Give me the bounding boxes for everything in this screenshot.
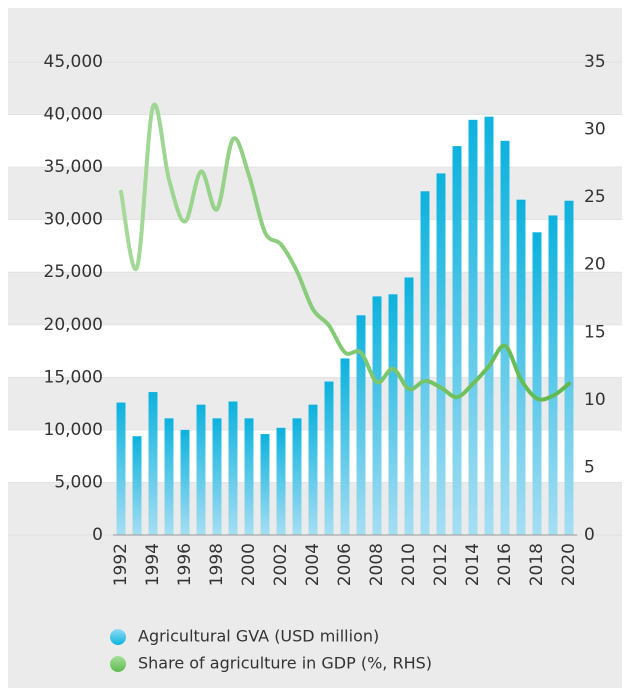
bar [484,116,494,535]
bar [388,294,398,535]
x-tick-label: 2004 [303,543,323,586]
y-tick-label: 25,000 [44,262,103,282]
y-tick-label: 15,000 [44,367,103,387]
bar [244,418,254,535]
x-tick-label: 2020 [559,543,579,586]
y-tick-label: 30,000 [44,210,103,230]
y2-tick-label: 30 [584,120,606,140]
y2-tick-label: 35 [584,52,606,72]
x-tick-label: 2016 [495,543,515,586]
x-tick-label: 1996 [175,543,195,586]
x-tick-label: 2008 [367,543,387,586]
y2-tick-label: 25 [584,187,606,207]
y2-tick-label: 15 [584,322,606,342]
bar [164,418,174,535]
y-tick-label: 35,000 [44,157,103,177]
bar [276,427,286,535]
x-tick-label: 1998 [207,543,227,586]
legend-marker [110,629,126,645]
bar [500,140,510,536]
y2-tick-label: 10 [584,390,606,410]
x-tick-label: 2012 [431,543,451,586]
y-tick-label: 20,000 [44,315,103,335]
bar [148,392,158,535]
bar [372,296,382,535]
legend-text: Agricultural GVA (USD million) [138,627,379,646]
bar [324,381,334,535]
y2-tick-label: 5 [584,457,595,477]
y-tick-label: 40,000 [44,105,103,125]
x-tick-label: 1992 [111,543,131,586]
line [119,102,571,402]
bar [564,200,574,535]
bar [548,215,558,535]
bar [468,119,478,536]
x-tick-label: 1994 [143,543,163,586]
legend-marker [110,656,126,672]
bar [404,277,414,535]
bar [212,418,222,535]
x-tick-label: 2002 [271,543,291,586]
bar [308,404,318,535]
y2-tick-label: 20 [584,255,606,275]
x-tick-label: 2014 [463,543,483,586]
bar [356,315,366,535]
bar [420,191,430,535]
bar [516,199,526,535]
bar [436,173,446,535]
y2-tick-label: 0 [584,525,595,545]
bar [196,404,206,535]
grid-band [8,114,622,168]
bar [228,401,238,535]
x-tick-label: 2010 [399,543,419,586]
bar [132,436,142,535]
y-tick-label: 45,000 [44,52,103,72]
y-tick-label: 0 [92,525,103,545]
x-tick-label: 2018 [527,543,547,586]
bar [260,434,270,535]
x-tick-label: 2000 [239,543,259,586]
bar [452,146,462,536]
bar [180,429,190,535]
bar [292,418,302,535]
y-tick-label: 10,000 [44,420,103,440]
x-tick-label: 2006 [335,543,355,586]
bar [116,402,126,535]
bar [340,358,350,535]
legend-text: Share of agriculture in GDP (%, RHS) [138,654,432,673]
y-tick-label: 5,000 [54,472,103,492]
bar [532,232,542,535]
